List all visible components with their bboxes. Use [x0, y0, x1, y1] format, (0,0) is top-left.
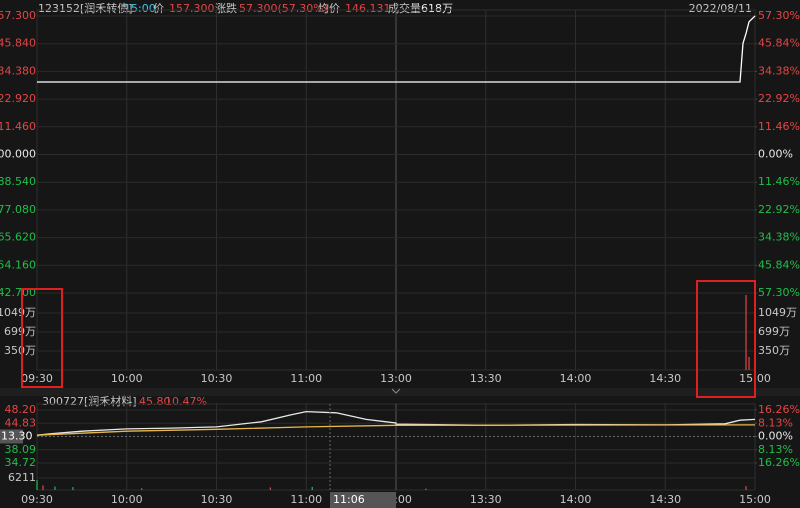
sub-change: 10.47%: [165, 395, 207, 408]
y2-tick-label: 16.26%: [758, 403, 800, 416]
y-tick-label: 134.380: [0, 64, 36, 77]
x-tick-label: 10:00: [111, 372, 143, 385]
highlight-box: [21, 288, 63, 388]
y-tick-label: 38.09: [5, 443, 37, 456]
avg-label: 均价: [318, 2, 340, 15]
crosshair-x-label: 11:06: [333, 493, 365, 506]
y-tick-label: 44.83: [5, 416, 37, 429]
y2-tick-label: 22.92%: [758, 203, 800, 216]
expand-icon[interactable]: [391, 388, 401, 394]
x-tick-label: 14:30: [649, 372, 681, 385]
volume-bar: [745, 486, 747, 490]
price-line: [37, 15, 756, 83]
price: 157.300: [169, 2, 215, 15]
change: 57.300(57.30%): [239, 2, 328, 15]
volume-tick-label: 1049万: [758, 306, 797, 319]
crosshair-box: [330, 492, 396, 508]
x-tick-label: 13:30: [470, 372, 502, 385]
price-label: 价: [153, 2, 164, 15]
x-tick-label: 15:00: [739, 493, 771, 506]
volume-bar: [745, 295, 747, 370]
y-tick-label: 157.300: [0, 9, 36, 22]
y2-tick-label: 11.46%: [758, 120, 800, 133]
y-tick-label: 100.000: [0, 148, 36, 161]
y-tick-label: 65.620: [0, 231, 36, 244]
volume-tick-label: 350万: [4, 344, 36, 357]
volume-bar: [311, 486, 313, 490]
y2-tick-label: 45.84%: [758, 258, 800, 271]
y2-tick-label: 8.13%: [758, 416, 793, 429]
y-tick-label: 145.840: [0, 37, 36, 50]
y2-tick-label: 16.26%: [758, 456, 800, 469]
y2-tick-label: 22.92%: [758, 92, 800, 105]
avg: 146.131: [345, 2, 391, 15]
time: 15:00: [124, 2, 156, 15]
y-tick-label: 54.160: [0, 258, 36, 271]
x-tick-label: 09:30: [21, 493, 53, 506]
volume-bar: [42, 485, 44, 490]
volume-tick-label: 6211: [8, 471, 36, 484]
y2-tick-label: 57.30%: [758, 286, 800, 299]
x-tick-label: 14:30: [649, 493, 681, 506]
y-tick-label: 122.920: [0, 92, 36, 105]
x-tick-label: 14:00: [560, 372, 592, 385]
price-line: [36, 424, 756, 436]
crosshair-y-label: 13.30: [1, 430, 33, 443]
date: 2022/08/11: [689, 2, 752, 15]
x-tick-label: 11:00: [290, 372, 322, 385]
x-tick-label: 13:30: [470, 493, 502, 506]
highlight-box: [696, 280, 756, 398]
x-tick-label: 13:00: [380, 372, 412, 385]
y2-tick-label: 8.13%: [758, 443, 793, 456]
sub-price: 45.80: [139, 395, 171, 408]
y2-tick-label: 45.84%: [758, 37, 800, 50]
volume-bar: [425, 488, 427, 490]
volume-tick-label: 699万: [4, 325, 36, 338]
y2-tick-label: 57.30%: [758, 9, 800, 22]
volume-tick-label: 350万: [758, 344, 790, 357]
volume-tick-label: 1049万: [0, 306, 36, 319]
volume: 618万: [421, 2, 453, 15]
y2-tick-label: 0.00%: [758, 430, 793, 443]
y2-tick-label: 11.46%: [758, 175, 800, 188]
y-tick-label: 77.080: [0, 203, 36, 216]
volume-bar: [36, 479, 38, 490]
panel-divider: [0, 388, 800, 396]
sub-name: 300727[润禾材料]: [42, 394, 137, 408]
y-tick-label: 42.700: [0, 286, 36, 299]
code: 123152[润禾转债]: [38, 1, 133, 15]
y2-tick-label: 34.38%: [758, 231, 800, 244]
y-tick-label: 88.540: [0, 175, 36, 188]
crosshair-box: [0, 429, 23, 444]
volume-label: 成交量: [388, 1, 421, 15]
volume-bar: [748, 356, 750, 370]
volume-bar: [141, 488, 143, 490]
x-tick-label: 10:00: [111, 493, 143, 506]
x-tick-label: 10:30: [201, 493, 233, 506]
x-tick-label: 14:00: [560, 493, 592, 506]
y2-tick-label: 34.38%: [758, 64, 800, 77]
x-tick-label: 10:30: [201, 372, 233, 385]
y-tick-label: 111.460: [0, 120, 36, 133]
change-label: 涨跌: [215, 1, 237, 15]
plots: 09:30 10:00 10:30 11:00 13:00 13:30 14:00 14:30…: [0, 9, 800, 508]
volume-bar: [54, 486, 56, 490]
y-tick-label: 48.20: [5, 403, 37, 416]
volume-bar: [72, 487, 74, 490]
volume-bar: [269, 487, 271, 490]
x-tick-label: 09:30: [21, 372, 53, 385]
x-tick-label: 11:00: [290, 493, 322, 506]
y2-tick-label: 0.00%: [758, 148, 793, 161]
volume-tick-label: 699万: [758, 325, 790, 338]
y-tick-label: 34.72: [5, 456, 37, 469]
